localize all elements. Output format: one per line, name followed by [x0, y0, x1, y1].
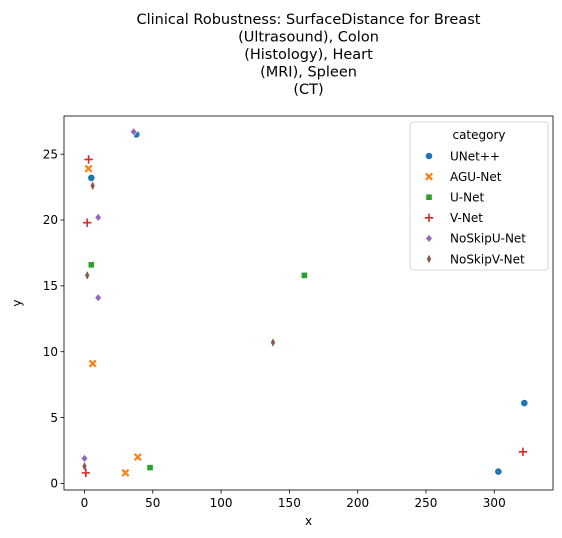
plot-area	[80, 127, 529, 478]
data-point	[90, 181, 95, 191]
data-point	[84, 155, 93, 164]
data-point	[80, 453, 89, 463]
data-point	[87, 261, 95, 269]
data-point	[88, 359, 97, 368]
data-point	[518, 447, 528, 457]
data-point	[84, 164, 93, 173]
legend-marker	[425, 172, 433, 181]
legend-box	[409, 121, 549, 271]
x-tick-label: 100	[210, 496, 233, 510]
series-noskipv-net	[82, 181, 276, 471]
y-tick-label: 20	[43, 213, 58, 227]
chart-title-line: Clinical Robustness: SurfaceDistance for…	[137, 12, 481, 28]
data-point	[82, 461, 87, 471]
data-point	[87, 173, 96, 182]
data-point	[301, 271, 308, 279]
legend-marker	[424, 213, 434, 222]
x-tick-label: 300	[483, 496, 506, 510]
series-v-net	[81, 155, 528, 478]
legend-marker	[425, 233, 433, 243]
y-tick-label: 15	[43, 279, 58, 293]
x-tick-label: 0	[81, 496, 89, 510]
data-point	[81, 468, 91, 478]
legend-entry-label: AGU-Net	[450, 170, 502, 184]
y-axis-ticks: 0 5 10 15 20 25	[43, 147, 64, 491]
chart-title: Clinical Robustness: SurfaceDistance for…	[137, 12, 481, 98]
series-unet-	[87, 130, 529, 476]
y-axis-label: y	[10, 299, 24, 306]
x-tick-label: 150	[278, 496, 301, 510]
data-point	[520, 399, 529, 407]
data-point	[121, 468, 130, 477]
data-point	[83, 218, 92, 227]
legend-marker	[426, 254, 432, 264]
axes-frame	[63, 115, 554, 491]
series-u-net	[87, 261, 308, 472]
series-noskipu-net	[80, 127, 138, 463]
chart-title-line: (CT)	[293, 82, 323, 98]
legend-entry-label: UNet++	[450, 149, 500, 163]
x-tick-label: 50	[145, 496, 160, 510]
legend-entry-label: U-Net	[450, 191, 484, 205]
data-point	[94, 293, 102, 303]
legend-marker	[425, 193, 433, 201]
data-point	[133, 453, 142, 462]
series-agu-net	[84, 164, 142, 477]
chart-title-line: (MRI), Spleen	[260, 65, 357, 81]
legend-title: category	[452, 128, 505, 142]
x-axis-ticks: 0 50 100 150 200 250 300	[81, 490, 506, 510]
y-tick-label: 5	[50, 411, 58, 425]
legend: category UNet++ AGU-Net U-Net V-Net NoSkipU-N…	[409, 121, 549, 271]
legend-entry-label: V-Net	[450, 211, 483, 225]
y-tick-label: 0	[50, 477, 58, 491]
y-tick-label: 25	[43, 147, 58, 161]
data-point	[94, 212, 102, 222]
data-point	[494, 467, 503, 476]
x-tick-label: 250	[415, 496, 438, 510]
legend-entry-label: NoSkipV-Net	[450, 252, 525, 266]
data-point	[146, 464, 154, 472]
data-point	[270, 338, 276, 347]
x-tick-label: 200	[346, 496, 369, 510]
legend-entry-label: NoSkipU-Net	[450, 232, 526, 246]
chart-title-line: (Ultrasound), Colon	[238, 30, 379, 46]
y-tick-label: 10	[43, 345, 58, 359]
chart-title-line: (Histology), Heart	[244, 47, 373, 63]
legend-marker	[425, 152, 433, 160]
x-axis-label: x	[305, 514, 312, 528]
data-point	[85, 270, 90, 280]
data-point	[129, 127, 138, 137]
